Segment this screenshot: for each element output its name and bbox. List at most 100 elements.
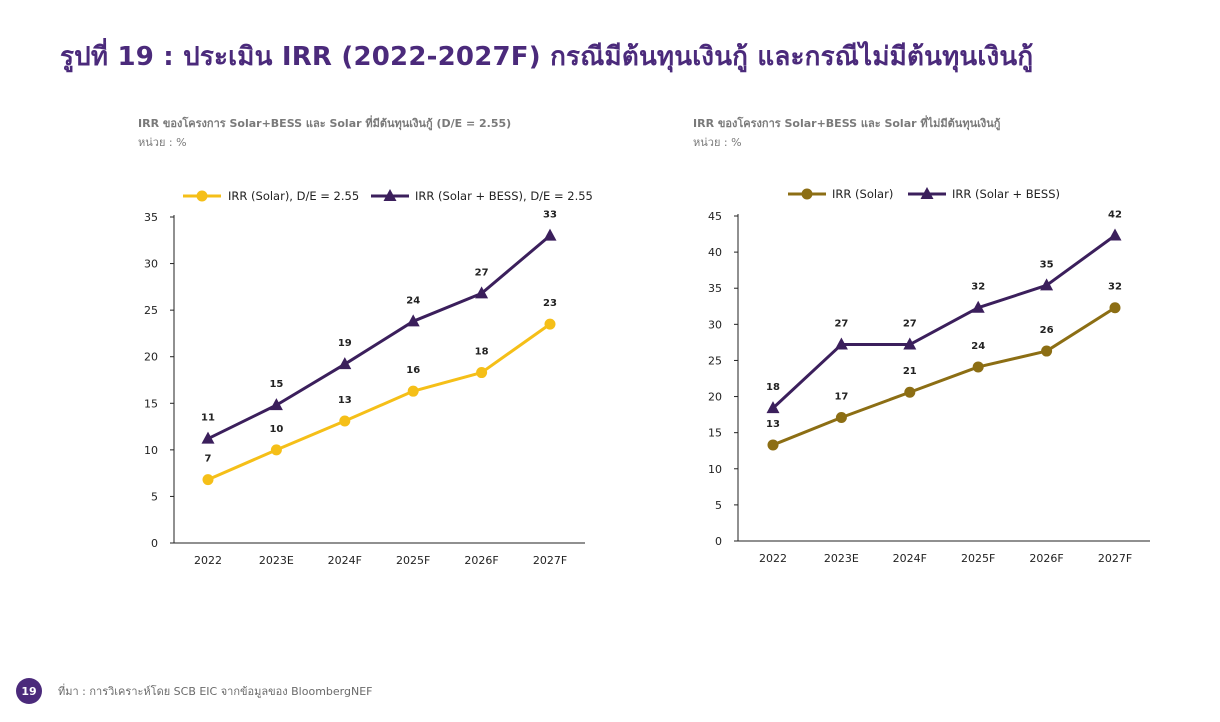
left-legend-marker-1 [196, 190, 208, 202]
footer: 19 ที่มา : การวิเคราะห์โดย SCB EIC จากข้… [16, 678, 372, 704]
left-series-2-point [543, 228, 557, 241]
right-series-2-point [766, 401, 780, 414]
right-series-2-point [1108, 228, 1122, 241]
right-series-1-point [767, 439, 779, 451]
right-series-1-data-label: 21 [903, 366, 917, 377]
left-y-tick-label: 25 [144, 304, 158, 317]
right-chart-unit: หน่วย : % [693, 136, 742, 149]
left-series-1-data-label: 23 [543, 298, 557, 309]
right-series-1-data-label: 24 [971, 341, 985, 352]
left-legend-marker-2 [383, 189, 397, 201]
right-series-1-line [772, 306, 1116, 447]
left-series-2-point [201, 431, 215, 444]
right-x-tick-label: 2024F [893, 552, 927, 565]
left-x-tick-label: 2023E [259, 554, 294, 567]
left-x-tick-label: 2026F [464, 554, 498, 567]
left-series-2-data-label: 27 [475, 267, 489, 278]
right-series-2-data-label: 42 [1108, 210, 1122, 221]
left-series-1-point [270, 444, 282, 456]
right-y-tick-label: 0 [715, 535, 722, 548]
left-y-tick-label: 20 [144, 351, 158, 364]
right-series-1-data-label: 13 [766, 419, 780, 430]
left-series-1-data-label: 13 [338, 395, 352, 406]
right-legend-label-1: IRR (Solar) [832, 187, 893, 201]
right-series-2-data-label: 18 [766, 382, 780, 393]
left-chart-title: IRR ของโครงการ Solar+BESS และ Solar ที่ม… [138, 117, 512, 130]
right-series-1-point [1109, 302, 1121, 314]
left-x-tick-label: 2027F [533, 554, 567, 567]
right-series-1-point [904, 386, 916, 398]
right-series-2-line [771, 234, 1116, 410]
right-series-2-data-label: 32 [971, 282, 985, 293]
left-y-tick-label: 10 [144, 444, 158, 457]
right-y-tick-label: 35 [708, 282, 722, 295]
left-series-1-point [476, 367, 488, 379]
left-y-tick-label: 30 [144, 258, 158, 271]
right-chart-title: IRR ของโครงการ Solar+BESS และ Solar ที่ไ… [693, 117, 1001, 130]
right-series-1-point [972, 361, 984, 373]
left-series-2-data-label: 15 [269, 379, 283, 390]
left-series-2-data-label: 19 [338, 338, 352, 349]
page-title: รูปที่ 19 : ประเมิน IRR (2022-2027F) กรณ… [60, 42, 1034, 72]
left-series-1-point [202, 474, 214, 486]
right-chart-caption: IRR ของโครงการ Solar+BESS และ Solar ที่ไ… [693, 114, 1000, 152]
left-y-tick-label: 0 [151, 537, 158, 550]
right-y-tick-label: 15 [708, 427, 722, 440]
left-series-1-point [544, 318, 556, 330]
left-x-tick-label: 2022 [194, 554, 222, 567]
right-legend-marker-2 [920, 187, 934, 199]
right-series-2-point [1040, 278, 1054, 291]
left-series-2-line [207, 234, 551, 441]
right-x-tick-label: 2023E [824, 552, 859, 565]
left-series-1-point [407, 385, 419, 397]
left-series-2-point [338, 357, 352, 370]
right-y-tick-label: 45 [708, 210, 722, 223]
left-y-tick-label: 5 [151, 490, 158, 503]
left-series-2-point [406, 314, 420, 327]
right-y-tick-label: 5 [715, 499, 722, 512]
left-series-1-point [339, 415, 351, 427]
right-series-1-point [835, 412, 847, 423]
left-chart-caption: IRR ของโครงการ Solar+BESS และ Solar ที่ม… [138, 114, 511, 152]
right-x-tick-label: 2025F [961, 552, 995, 565]
page-number-badge: 19 [16, 678, 42, 704]
right-y-tick-label: 25 [708, 354, 722, 367]
left-series-1-data-label: 16 [406, 365, 420, 376]
right-y-tick-label: 10 [708, 463, 722, 476]
left-series-2-point [269, 398, 283, 411]
right-series-2-point [903, 337, 917, 350]
left-series-2-data-label: 33 [543, 210, 557, 221]
left-series-1-data-label: 7 [205, 454, 212, 465]
left-series-2-data-label: 11 [201, 413, 215, 424]
right-series-2-data-label: 27 [834, 319, 848, 330]
left-series-1-line [207, 322, 551, 482]
left-legend-label-2: IRR (Solar + BESS), D/E = 2.55 [415, 189, 593, 203]
right-x-tick-label: 2026F [1029, 552, 1063, 565]
left-y-tick-label: 15 [144, 397, 158, 410]
left-y-tick-label: 35 [144, 211, 158, 224]
left-chart-unit: หน่วย : % [138, 136, 187, 149]
right-y-tick-label: 20 [708, 391, 722, 404]
left-series-1-data-label: 10 [269, 424, 283, 435]
left-series-1-data-label: 18 [475, 347, 489, 358]
right-series-2-point [971, 300, 985, 313]
right-series-2-point [834, 337, 848, 350]
right-series-2-data-label: 35 [1040, 259, 1054, 270]
right-legend-label-2: IRR (Solar + BESS) [952, 187, 1060, 201]
left-x-tick-label: 2024F [328, 554, 362, 567]
source-note: ที่มา : การวิเคราะห์โดย SCB EIC จากข้อมู… [58, 685, 373, 698]
left-series-2-point [475, 286, 489, 299]
right-series-1-data-label: 32 [1108, 282, 1122, 293]
right-series-1-data-label: 17 [834, 392, 848, 403]
right-series-1-point [1041, 345, 1053, 357]
right-y-tick-label: 40 [708, 246, 722, 259]
left-series-2-data-label: 24 [406, 295, 420, 306]
right-series-1-data-label: 26 [1040, 325, 1054, 336]
right-x-tick-label: 2022 [759, 552, 787, 565]
right-legend-marker-1 [801, 188, 813, 200]
right-x-tick-label: 2027F [1098, 552, 1132, 565]
left-legend-label-1: IRR (Solar), D/E = 2.55 [228, 189, 359, 203]
right-series-2-data-label: 27 [903, 319, 917, 330]
